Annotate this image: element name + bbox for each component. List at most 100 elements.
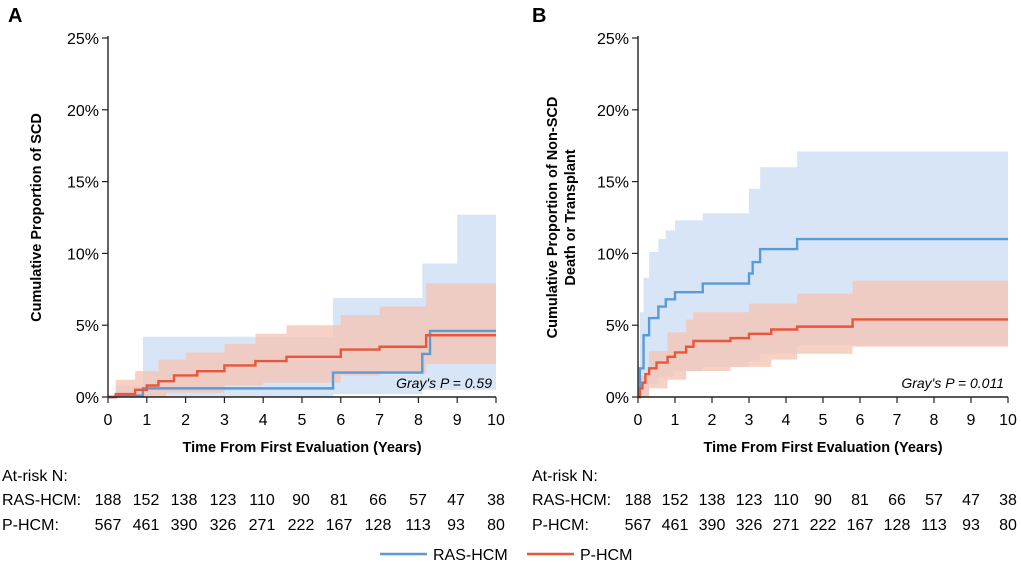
- at-risk-value: 123: [210, 492, 237, 509]
- at-risk-value: 222: [288, 517, 315, 534]
- at-risk-value: 567: [95, 517, 122, 534]
- at-risk-value: 138: [171, 492, 198, 509]
- y-tick-label: 10%: [597, 246, 629, 263]
- at-risk-row-label: RAS-HCM:: [2, 492, 81, 509]
- at-risk-value: 567: [625, 517, 652, 534]
- x-tick-label: 8: [930, 412, 939, 429]
- x-tick-label: 6: [336, 412, 345, 429]
- y-tick-label: 15%: [597, 175, 629, 192]
- at-risk-value: 152: [662, 492, 689, 509]
- at-risk-value: 81: [330, 492, 348, 509]
- at-risk-value: 80: [487, 517, 505, 534]
- p-value-annotation: Gray's P = 0.59: [396, 375, 492, 391]
- x-tick-label: 9: [453, 412, 462, 429]
- series-line-p-hcm: [638, 318, 1008, 399]
- at-risk-value: 90: [814, 492, 832, 509]
- x-tick-label: 5: [819, 412, 828, 429]
- at-risk-value: 326: [210, 517, 237, 534]
- x-tick-label: 8: [414, 412, 423, 429]
- y-tick-label: 5%: [76, 318, 99, 335]
- at-risk-value: 167: [847, 517, 874, 534]
- at-risk-value: 93: [447, 517, 465, 534]
- legend-label-ras-hcm: RAS-HCM: [433, 547, 508, 564]
- x-tick-label: 0: [104, 412, 113, 429]
- at-risk-value: 66: [888, 492, 906, 509]
- x-tick-label: 9: [967, 412, 976, 429]
- x-tick-label: 6: [856, 412, 865, 429]
- x-tick-label: 4: [259, 412, 268, 429]
- at-risk-value: 80: [999, 517, 1017, 534]
- x-tick-label: 2: [181, 412, 190, 429]
- at-risk-value: 38: [487, 492, 505, 509]
- x-tick-label: 10: [487, 412, 505, 429]
- x-tick-label: 1: [671, 412, 680, 429]
- at-risk-title: At-risk N:: [2, 468, 68, 485]
- p-value-annotation: Gray's P = 0.011: [901, 375, 1004, 391]
- x-tick-label: 3: [220, 412, 229, 429]
- panel-label: A: [8, 5, 22, 27]
- series-line-p-hcm: [108, 334, 496, 399]
- x-tick-label: 2: [708, 412, 717, 429]
- series-line-ras-hcm: [638, 237, 1008, 399]
- at-risk-value: 66: [369, 492, 387, 509]
- at-risk-value: 326: [736, 517, 763, 534]
- legend: RAS-HCM P-HCM: [380, 547, 632, 564]
- y-tick-label: 15%: [67, 175, 99, 192]
- at-risk-value: 128: [365, 517, 392, 534]
- x-tick-label: 5: [298, 412, 307, 429]
- y-tick-label: 25%: [67, 31, 99, 48]
- at-risk-value: 167: [326, 517, 353, 534]
- at-risk-value: 110: [773, 492, 799, 509]
- x-axis-label: Time From First Evaluation (Years): [182, 440, 421, 456]
- x-tick-label: 4: [782, 412, 791, 429]
- at-risk-value: 113: [921, 517, 947, 534]
- at-risk-row-label: P-HCM:: [2, 517, 59, 534]
- at-risk-value: 188: [95, 492, 122, 509]
- at-risk-value: 81: [851, 492, 869, 509]
- at-risk-table-b: At-risk N: RAS-HCM: 188 152 138 123 110 90 81 66 5…: [532, 468, 1017, 534]
- x-tick-label: 1: [142, 412, 151, 429]
- chart-panel-a: A 0% 5% 10% 15% 20% 25% 0 1 2 3 4 5 6 7 8 9 10 Time From F…: [8, 5, 505, 456]
- legend-label-p-hcm: P-HCM: [580, 547, 632, 564]
- at-risk-value: 47: [962, 492, 980, 509]
- x-tick-label: 3: [745, 412, 754, 429]
- y-tick-label: 5%: [606, 318, 629, 335]
- at-risk-value: 57: [409, 492, 427, 509]
- panel-label: B: [532, 5, 546, 27]
- x-tick-label: 0: [634, 412, 643, 429]
- at-risk-value: 271: [773, 517, 800, 534]
- x-tick-label: 7: [893, 412, 902, 429]
- x-tick-label: 7: [375, 412, 384, 429]
- at-risk-value: 390: [171, 517, 198, 534]
- at-risk-value: 38: [999, 492, 1017, 509]
- ci-band-p-hcm: [108, 283, 496, 397]
- y-axis-label: Cumulative Proportion of Non-SCD Death or…: [545, 97, 579, 339]
- y-tick-label: 20%: [67, 103, 99, 120]
- x-tick-label: 10: [999, 412, 1017, 429]
- x-axis-label: Time From First Evaluation (Years): [703, 440, 942, 456]
- at-risk-value: 113: [405, 517, 431, 534]
- at-risk-value: 461: [662, 517, 689, 534]
- ci-band-p-hcm: [638, 280, 1008, 397]
- y-tick-label: 25%: [597, 31, 629, 48]
- at-risk-value: 188: [625, 492, 652, 509]
- chart-panel-b: B 0% 5% 10% 15% 20% 25% 0 1 2 3 4 5 6 7 8 9 10 Time From F…: [532, 5, 1017, 456]
- at-risk-row-label: RAS-HCM:: [532, 492, 611, 509]
- at-risk-table-a: At-risk N: RAS-HCM: 188 152 138 123 110 90 81 66 5…: [2, 468, 505, 534]
- at-risk-value: 222: [810, 517, 837, 534]
- at-risk-value: 271: [249, 517, 276, 534]
- at-risk-value: 110: [249, 492, 275, 509]
- at-risk-value: 138: [699, 492, 726, 509]
- y-axis-label: Cumulative Proportion of SCD: [29, 113, 45, 322]
- at-risk-value: 128: [884, 517, 911, 534]
- at-risk-row-label: P-HCM:: [532, 517, 589, 534]
- y-tick-label: 10%: [67, 246, 99, 263]
- at-risk-value: 152: [133, 492, 160, 509]
- at-risk-title: At-risk N:: [532, 468, 598, 485]
- at-risk-value: 57: [925, 492, 943, 509]
- at-risk-value: 47: [447, 492, 465, 509]
- at-risk-value: 93: [962, 517, 980, 534]
- at-risk-value: 390: [699, 517, 726, 534]
- at-risk-value: 461: [133, 517, 160, 534]
